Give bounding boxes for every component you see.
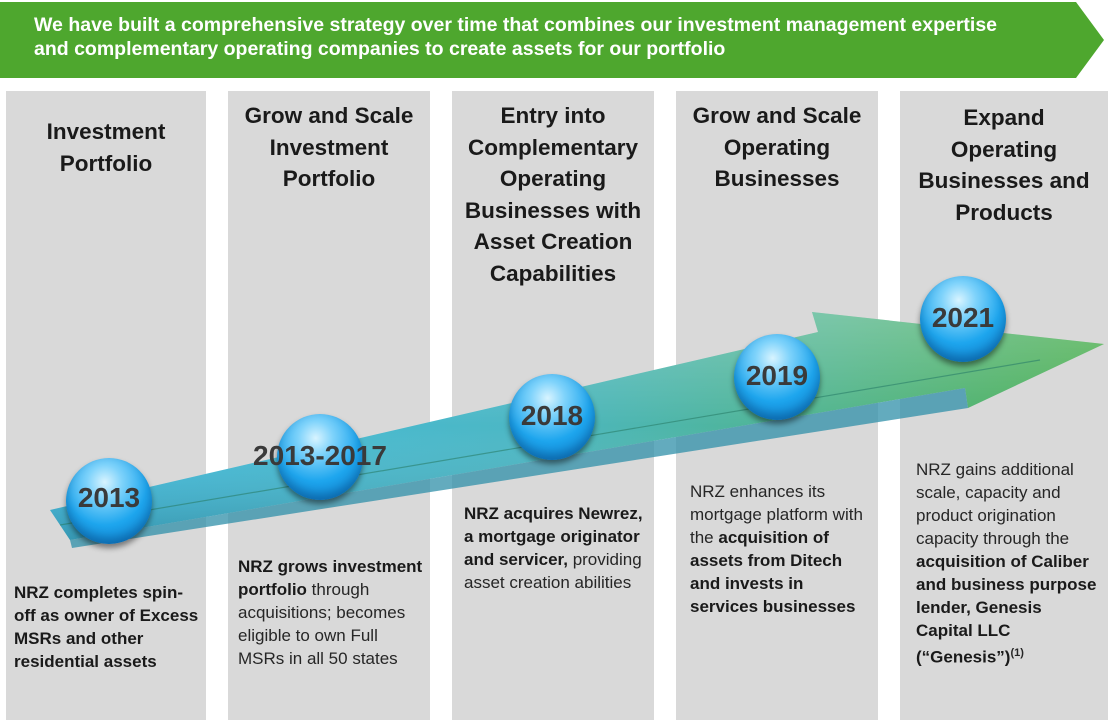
column-title-line: Grow and Scale bbox=[692, 103, 862, 128]
column-title-line: Capabilities bbox=[489, 260, 617, 286]
column-title-line: Expand bbox=[963, 105, 1045, 130]
column-title: Expand Operating Businesses and Products bbox=[900, 102, 1108, 228]
year-bubble-2019 bbox=[734, 334, 820, 420]
year-bubble-2018 bbox=[509, 374, 595, 460]
column-title-line: Portfolio bbox=[59, 150, 153, 176]
description-regular: NRZ gains additional scale, capacity and… bbox=[916, 460, 1074, 548]
year-bubble-2013 bbox=[66, 458, 152, 544]
column-title-line: Businesses with bbox=[464, 197, 642, 223]
year-bubble-2013-2017 bbox=[277, 414, 363, 500]
strategy-banner: We have built a comprehensive strategy o… bbox=[0, 0, 1108, 80]
column-title: Grow and Scale Operating Businesses bbox=[676, 100, 878, 195]
column-title-line: Products bbox=[955, 199, 1053, 225]
description-regular: through acquisitions; becomes eligible t… bbox=[238, 580, 406, 668]
year-bubble-2021 bbox=[920, 276, 1006, 362]
banner-arrow-shape bbox=[0, 2, 1104, 78]
column-title-line: Businesses and bbox=[918, 168, 1090, 193]
description-bold: NRZ grows investment portfolio bbox=[238, 557, 423, 599]
column-title-line: Operating bbox=[723, 134, 831, 160]
column-description: NRZ acquires Newrez, a mortgage originat… bbox=[464, 502, 644, 594]
column-title: Grow and Scale Investment Portfolio bbox=[228, 100, 430, 195]
description-bold: acquisition of Caliber and business purp… bbox=[916, 552, 1097, 667]
column-title-line: Investment bbox=[46, 119, 166, 144]
column-expand-operating: Expand Operating Businesses and Products… bbox=[900, 91, 1108, 720]
description-bold: NRZ completes spin-off as owner of Exces… bbox=[14, 583, 199, 671]
year-label-2013: 2013 bbox=[77, 482, 141, 513]
column-title-line: Operating bbox=[499, 166, 607, 191]
year-label-2021: 2021 bbox=[931, 302, 995, 333]
description-regular: providing asset creation abilities bbox=[464, 550, 642, 592]
column-title-line: Operating bbox=[950, 136, 1058, 162]
year-label-2019: 2019 bbox=[745, 360, 809, 391]
column-title-line: Asset Creation bbox=[473, 229, 633, 254]
column-title-line: Investment bbox=[269, 134, 389, 160]
column-title: Entry into Complementary Operating Busin… bbox=[452, 100, 654, 289]
column-description: NRZ enhances its mortgage platform with … bbox=[690, 480, 870, 618]
year-label-2013-2017: 2013-2017 bbox=[253, 440, 387, 471]
footnote-marker: (1) bbox=[1010, 647, 1024, 659]
year-label-2018: 2018 bbox=[520, 400, 584, 431]
column-description: NRZ completes spin-off as owner of Exces… bbox=[14, 581, 200, 673]
column-investment-portfolio: Investment Portfolio NRZ completes spin-… bbox=[6, 91, 206, 720]
column-title-line: Entry into bbox=[500, 103, 606, 128]
column-title-line: Portfolio bbox=[282, 166, 376, 191]
column-title-line: Businesses bbox=[714, 166, 840, 191]
column-title-line: Complementary bbox=[467, 134, 639, 160]
column-description: NRZ grows investment portfolio through a… bbox=[238, 555, 424, 670]
column-description: NRZ gains additional scale, capacity and… bbox=[916, 458, 1100, 669]
banner-text: We have built a comprehensive strategy o… bbox=[34, 14, 998, 60]
column-title: Investment Portfolio bbox=[6, 116, 206, 179]
column-grow-scale-investment: Grow and Scale Investment Portfolio NRZ … bbox=[228, 91, 430, 720]
column-title-line: Grow and Scale bbox=[244, 103, 414, 128]
